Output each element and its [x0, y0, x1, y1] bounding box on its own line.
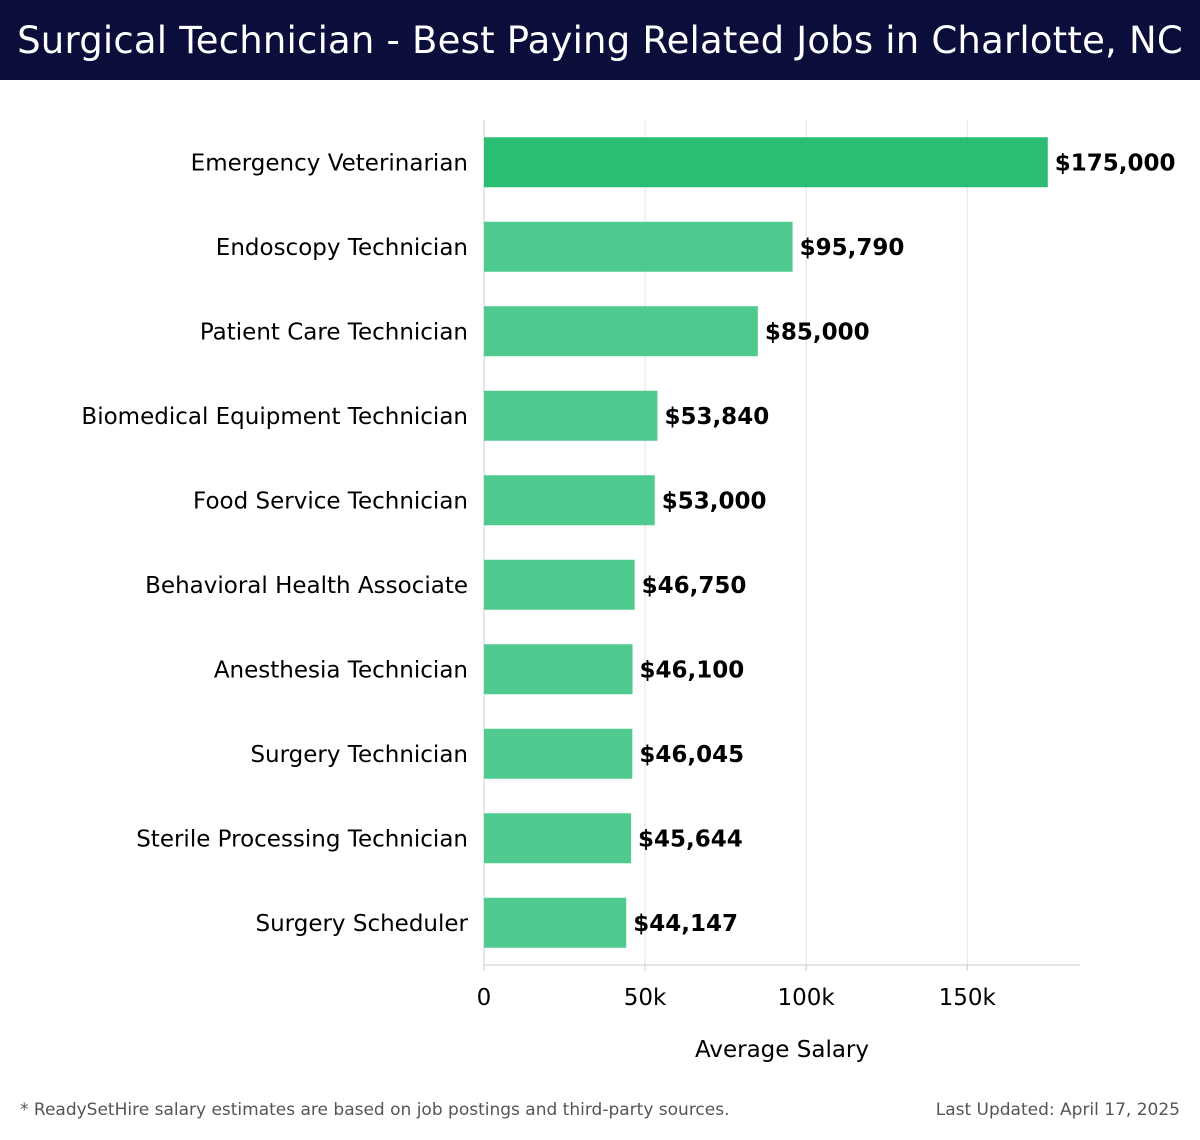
value-label: $53,840 [664, 404, 769, 430]
x-tick-label: 150k [939, 985, 997, 1011]
bar [484, 137, 1048, 188]
bar [484, 813, 632, 864]
category-label: Anesthesia Technician [214, 657, 468, 683]
bar [484, 644, 633, 695]
category-label: Patient Care Technician [200, 319, 468, 345]
bar [484, 559, 635, 610]
bar [484, 221, 793, 272]
last-updated: Last Updated: April 17, 2025 [935, 1100, 1180, 1120]
value-label: $44,147 [633, 911, 738, 937]
bar-chart: Emergency Veterinarian $175,000 Endoscopy … [81, 120, 1176, 1063]
category-label: Behavioral Health Associate [145, 573, 468, 599]
footnote: * ReadySetHire salary estimates are base… [20, 1100, 730, 1120]
category-label: Food Service Technician [193, 488, 468, 514]
value-label: $46,100 [640, 657, 745, 683]
value-label: $175,000 [1055, 150, 1176, 176]
category-label: Emergency Veterinarian [191, 150, 468, 176]
category-label: Biomedical Equipment Technician [81, 404, 468, 430]
value-label: $46,750 [642, 573, 747, 599]
bar [484, 390, 658, 441]
value-label: $46,045 [639, 742, 744, 768]
value-label: $45,644 [638, 826, 743, 852]
bar [484, 306, 758, 357]
value-label: $53,000 [662, 488, 767, 514]
category-label: Surgery Technician [250, 742, 468, 768]
x-tick-label: 0 [477, 985, 492, 1011]
category-label: Surgery Scheduler [255, 911, 468, 937]
bar [484, 475, 655, 526]
value-label: $85,000 [765, 319, 870, 345]
x-tick-label: 100k [778, 985, 836, 1011]
bar [484, 897, 627, 948]
chart-title: Surgical Technician - Best Paying Relate… [17, 18, 1183, 62]
category-label: Sterile Processing Technician [136, 826, 468, 852]
value-label: $95,790 [800, 235, 905, 261]
category-label: Endoscopy Technician [216, 235, 468, 261]
bar [484, 728, 633, 779]
x-axis-title: Average Salary [695, 1037, 869, 1063]
chart-header: Surgical Technician - Best Paying Relate… [0, 0, 1200, 80]
x-tick-label: 50k [624, 985, 667, 1011]
